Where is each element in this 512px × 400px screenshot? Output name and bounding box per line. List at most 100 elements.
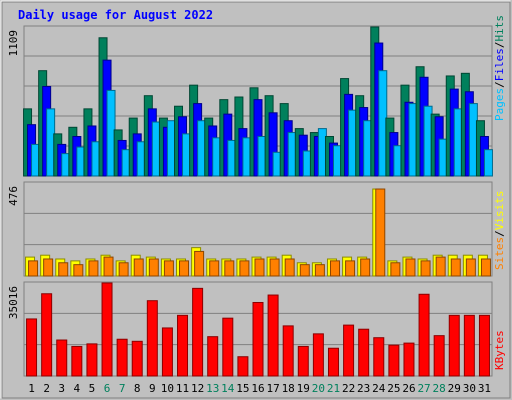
bar-sites-day-29 (450, 258, 461, 277)
x-tick-label-day-3: 3 (58, 382, 65, 395)
x-tick-label-day-6: 6 (104, 382, 111, 395)
legend-entry-separator: / (493, 230, 506, 237)
bar-sites-day-21 (329, 260, 340, 277)
x-tick-label-day-26: 26 (402, 382, 415, 395)
bar-sites-day-22 (345, 260, 356, 277)
x-tick-label-day-11: 11 (176, 382, 189, 395)
bar-kbytes-day-22 (343, 324, 355, 377)
x-tick-label-day-22: 22 (342, 382, 355, 395)
x-tick-label-day-2: 2 (43, 382, 50, 395)
bar-kbytes-day-25 (388, 344, 400, 377)
bar-kbytes-day-24 (373, 337, 385, 377)
bar-sites-day-6 (103, 256, 114, 277)
bar-sites-day-19 (299, 264, 310, 277)
x-tick-label-day-16: 16 (251, 382, 264, 395)
chart-panels: 1109Pages/Files/Hits476Sites/Visits35016… (7, 15, 506, 377)
bar-kbytes-day-10 (161, 327, 173, 377)
x-tick-label-day-20: 20 (312, 382, 325, 395)
bar-kbytes-day-20 (312, 333, 324, 377)
x-tick-label-day-4: 4 (74, 382, 81, 395)
bar-kbytes-day-1 (26, 318, 38, 377)
x-tick-label-day-19: 19 (297, 382, 310, 395)
legend-entry-hits: Hits (493, 15, 506, 42)
bar-sites-day-17 (269, 258, 280, 277)
panel-hits-files-pages-ymax-label: 1109 (7, 30, 20, 57)
bar-kbytes-day-31 (478, 314, 490, 377)
bar-kbytes-day-23 (358, 328, 370, 377)
chart-title: Daily usage for August 2022 (18, 8, 213, 22)
x-tick-label-day-13: 13 (206, 382, 219, 395)
x-tick-label-day-27: 27 (417, 382, 430, 395)
x-axis-labels: 1 2 3 4 5 6 7 8 9 10 11 12 13 14 15 16 17 18 19 20 21 22 23 24 2… (28, 382, 491, 395)
bar-kbytes-day-21 (327, 347, 339, 377)
bar-kbytes-day-27 (418, 293, 430, 377)
bar-kbytes-day-13 (207, 336, 219, 377)
bar-sites-day-26 (405, 258, 416, 277)
x-tick-label-day-25: 25 (387, 382, 400, 395)
bar-sites-day-23 (360, 258, 371, 277)
x-tick-label-day-18: 18 (282, 382, 295, 395)
bar-kbytes-day-4 (71, 345, 83, 377)
legend-entry-pages: Pages (493, 88, 506, 121)
bar-sites-day-28 (435, 256, 446, 277)
bar-sites-day-5 (88, 260, 99, 277)
bar-kbytes-day-6 (101, 282, 113, 377)
x-tick-label-day-5: 5 (89, 382, 96, 395)
panel-kbytes-ymax-label: 35016 (7, 286, 20, 319)
x-tick-label-day-23: 23 (357, 382, 370, 395)
bar-sites-day-15 (239, 260, 250, 277)
x-tick-label-day-24: 24 (372, 382, 386, 395)
x-tick-label-day-9: 9 (149, 382, 156, 395)
x-tick-label-day-31: 31 (478, 382, 491, 395)
bar-sites-day-27 (420, 260, 431, 277)
bar-sites-day-30 (465, 258, 476, 277)
x-tick-label-day-21: 21 (327, 382, 340, 395)
bar-sites-day-20 (314, 264, 325, 277)
x-tick-label-day-14: 14 (221, 382, 235, 395)
bar-sites-day-18 (284, 258, 295, 277)
legend-entry-visits: Visits (493, 191, 506, 231)
legend-entry-sites: Sites (493, 237, 506, 270)
bar-kbytes-day-29 (448, 314, 460, 377)
bar-sites-day-9 (148, 258, 159, 277)
legend-entry-files: Files (493, 48, 506, 81)
bar-kbytes-day-15 (237, 356, 249, 377)
bar-sites-day-25 (390, 262, 401, 277)
bar-sites-day-14 (224, 260, 235, 277)
bar-kbytes-day-2 (41, 293, 53, 377)
legend-entry-kbytes: KBytes (493, 330, 506, 370)
bar-sites-day-8 (133, 258, 144, 277)
bar-sites-day-16 (254, 258, 265, 277)
panel-kbytes-series-legend: KBytes (493, 330, 506, 370)
bar-kbytes-day-9 (146, 300, 158, 377)
bar-kbytes-day-17 (267, 294, 279, 377)
x-tick-label-day-10: 10 (161, 382, 174, 395)
bar-sites-day-31 (480, 258, 491, 277)
panel-kbytes: 35016 KBytes (7, 281, 506, 377)
bar-sites-day-11 (179, 260, 190, 277)
panel-visits-sites: 476 Sites/Visits (7, 181, 506, 277)
bar-kbytes-day-19 (297, 345, 309, 377)
bar-kbytes-day-3 (56, 339, 68, 377)
legend-entry-separator: / (493, 42, 506, 49)
x-tick-label-day-8: 8 (134, 382, 141, 395)
bar-sites-day-24 (375, 188, 386, 277)
bar-kbytes-day-30 (463, 314, 475, 377)
bar-kbytes-day-5 (86, 343, 98, 377)
legend-entry-separator: / (493, 81, 506, 88)
x-tick-label-day-1: 1 (28, 382, 35, 395)
x-tick-label-day-15: 15 (236, 382, 249, 395)
bar-sites-day-4 (73, 264, 84, 277)
x-tick-label-day-28: 28 (433, 382, 446, 395)
bar-sites-day-7 (118, 262, 129, 277)
x-tick-label-day-7: 7 (119, 382, 126, 395)
x-tick-label-day-30: 30 (463, 382, 476, 395)
bar-sites-day-10 (163, 260, 174, 277)
bar-kbytes-day-26 (403, 342, 415, 377)
bar-sites-day-2 (43, 258, 54, 277)
bar-kbytes-day-11 (177, 314, 189, 377)
x-tick-label-day-29: 29 (448, 382, 461, 395)
x-tick-label-day-17: 17 (266, 382, 279, 395)
